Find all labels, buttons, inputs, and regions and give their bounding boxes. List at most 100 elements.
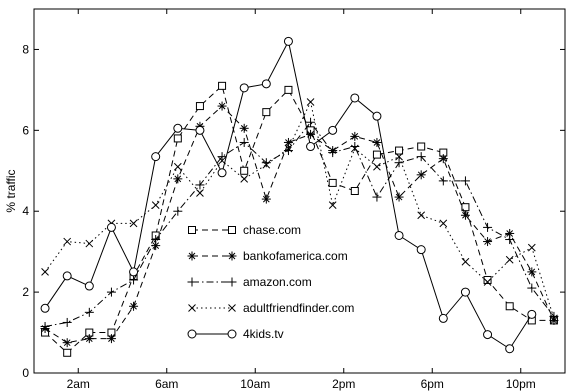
series-line	[44, 105, 555, 344]
legend-label: 4kids.tv	[243, 327, 284, 341]
data-point	[261, 194, 271, 204]
plot-frame	[33, 8, 566, 374]
data-point	[63, 348, 72, 357]
legend-entry: bankofamerica.com	[187, 249, 348, 263]
x-tick-label: 2am	[67, 377, 90, 391]
data-point	[62, 271, 72, 281]
data-point	[550, 314, 558, 323]
data-point	[483, 275, 492, 284]
data-point	[63, 237, 72, 246]
legend-marker	[228, 226, 236, 234]
data-point	[62, 338, 72, 348]
data-point	[372, 137, 382, 147]
data-point	[239, 83, 249, 93]
data-point	[417, 211, 426, 220]
data-point	[85, 239, 94, 248]
data-point	[394, 230, 404, 240]
data-point	[483, 278, 492, 286]
data-point	[527, 267, 537, 277]
series-line	[44, 100, 555, 319]
data-point	[416, 152, 426, 162]
data-point	[395, 146, 404, 155]
data-point	[40, 303, 50, 313]
legend-marker	[187, 329, 197, 339]
data-point	[173, 134, 182, 143]
x-tick-label: 10am	[240, 377, 270, 391]
data-point	[173, 206, 183, 216]
data-point	[394, 158, 404, 168]
data-point	[549, 311, 559, 321]
data-point	[129, 301, 139, 311]
series-adultfriendfinder-com	[41, 98, 558, 323]
data-point	[483, 330, 493, 340]
legend-entry: 4kids.tv	[187, 327, 284, 341]
data-point	[505, 255, 514, 264]
data-point	[306, 142, 316, 152]
data-point	[106, 334, 116, 344]
legend-label: bankofamerica.com	[243, 249, 348, 263]
series-amazon-com	[40, 117, 559, 331]
data-point	[284, 144, 293, 153]
legend-marker	[188, 304, 196, 312]
data-point	[239, 137, 249, 147]
axis-ticks: 2am 6am 10am 2pm 6pm 10pm 0 2 4 6 8	[22, 9, 565, 391]
data-point	[129, 267, 139, 277]
legend-marker	[227, 251, 237, 261]
data-point	[328, 178, 337, 187]
legend-entry: amazon.com	[187, 275, 312, 289]
data-point	[106, 287, 116, 297]
series-layer	[40, 36, 559, 357]
x-tick-label: 10pm	[506, 377, 536, 391]
data-point	[350, 142, 360, 152]
data-point	[283, 146, 293, 156]
legend-marker	[188, 226, 196, 234]
data-point	[261, 158, 271, 168]
data-point	[196, 189, 204, 197]
data-point	[306, 117, 316, 127]
legend-marker	[187, 277, 197, 287]
data-point	[195, 180, 205, 190]
data-point	[40, 321, 50, 331]
data-point	[527, 283, 537, 293]
data-point	[262, 108, 271, 117]
data-point	[527, 309, 537, 319]
data-point	[439, 219, 448, 228]
series-chase-com	[41, 81, 558, 357]
data-point	[84, 307, 94, 317]
series-line	[44, 121, 555, 327]
data-point	[372, 150, 381, 159]
series-bankofamerica-com	[40, 101, 559, 348]
data-point	[350, 187, 359, 195]
data-point	[416, 245, 426, 255]
legend-label: adultfriendfinder.com	[243, 301, 354, 315]
data-point	[395, 152, 403, 161]
data-point	[217, 101, 227, 111]
data-point	[373, 162, 381, 171]
y-tick-label: 0	[22, 366, 29, 380]
data-point	[394, 192, 404, 202]
legend-entry: adultfriendfinder.com	[188, 301, 354, 315]
data-point	[262, 160, 271, 169]
data-point	[129, 275, 139, 285]
data-point	[505, 235, 515, 245]
data-point	[483, 222, 493, 232]
data-point	[328, 148, 338, 158]
data-point	[217, 152, 227, 162]
data-point	[218, 81, 227, 90]
x-tick-label: 6am	[155, 377, 178, 391]
data-point	[372, 111, 382, 121]
legend-marker	[227, 277, 237, 287]
y-tick-label: 8	[22, 42, 29, 56]
data-point	[41, 268, 49, 276]
data-point	[240, 175, 249, 183]
data-point	[460, 176, 470, 186]
data-point	[84, 334, 94, 344]
data-point	[283, 36, 293, 46]
legend-marker	[187, 251, 197, 261]
data-point	[350, 93, 360, 103]
data-point	[195, 102, 204, 111]
data-point	[438, 313, 448, 323]
data-point	[461, 203, 470, 212]
data-point	[527, 243, 536, 252]
